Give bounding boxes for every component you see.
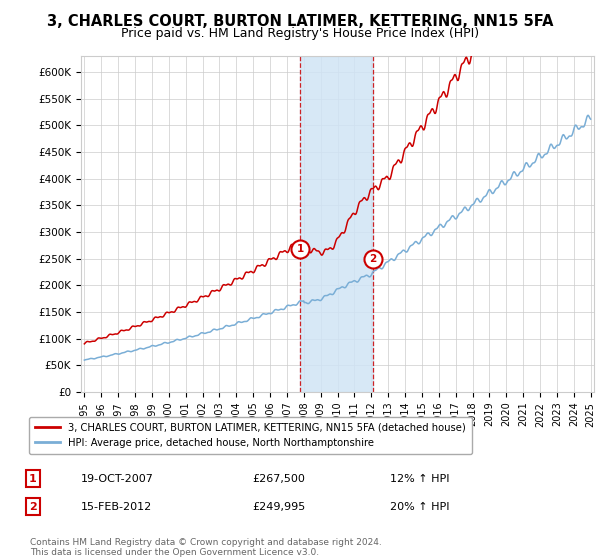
Bar [301, 56, 373, 392]
Text: 20% ↑ HPI: 20% ↑ HPI [390, 502, 449, 512]
Text: £249,995: £249,995 [252, 502, 305, 512]
Text: 19-OCT-2007: 19-OCT-2007 [81, 474, 154, 484]
Text: 1: 1 [29, 474, 37, 484]
Legend: 3, CHARLES COURT, BURTON LATIMER, KETTERING, NN15 5FA (detached house), HPI: Ave: 3, CHARLES COURT, BURTON LATIMER, KETTER… [29, 417, 472, 454]
Text: 2: 2 [29, 502, 37, 512]
Text: 1: 1 [297, 244, 304, 254]
Text: £267,500: £267,500 [252, 474, 305, 484]
Text: 2: 2 [370, 254, 377, 264]
Text: 12% ↑ HPI: 12% ↑ HPI [390, 474, 449, 484]
Text: Contains HM Land Registry data © Crown copyright and database right 2024.
This d: Contains HM Land Registry data © Crown c… [30, 538, 382, 557]
Text: 15-FEB-2012: 15-FEB-2012 [81, 502, 152, 512]
Text: 3, CHARLES COURT, BURTON LATIMER, KETTERING, NN15 5FA: 3, CHARLES COURT, BURTON LATIMER, KETTER… [47, 14, 553, 29]
Text: Price paid vs. HM Land Registry's House Price Index (HPI): Price paid vs. HM Land Registry's House … [121, 27, 479, 40]
